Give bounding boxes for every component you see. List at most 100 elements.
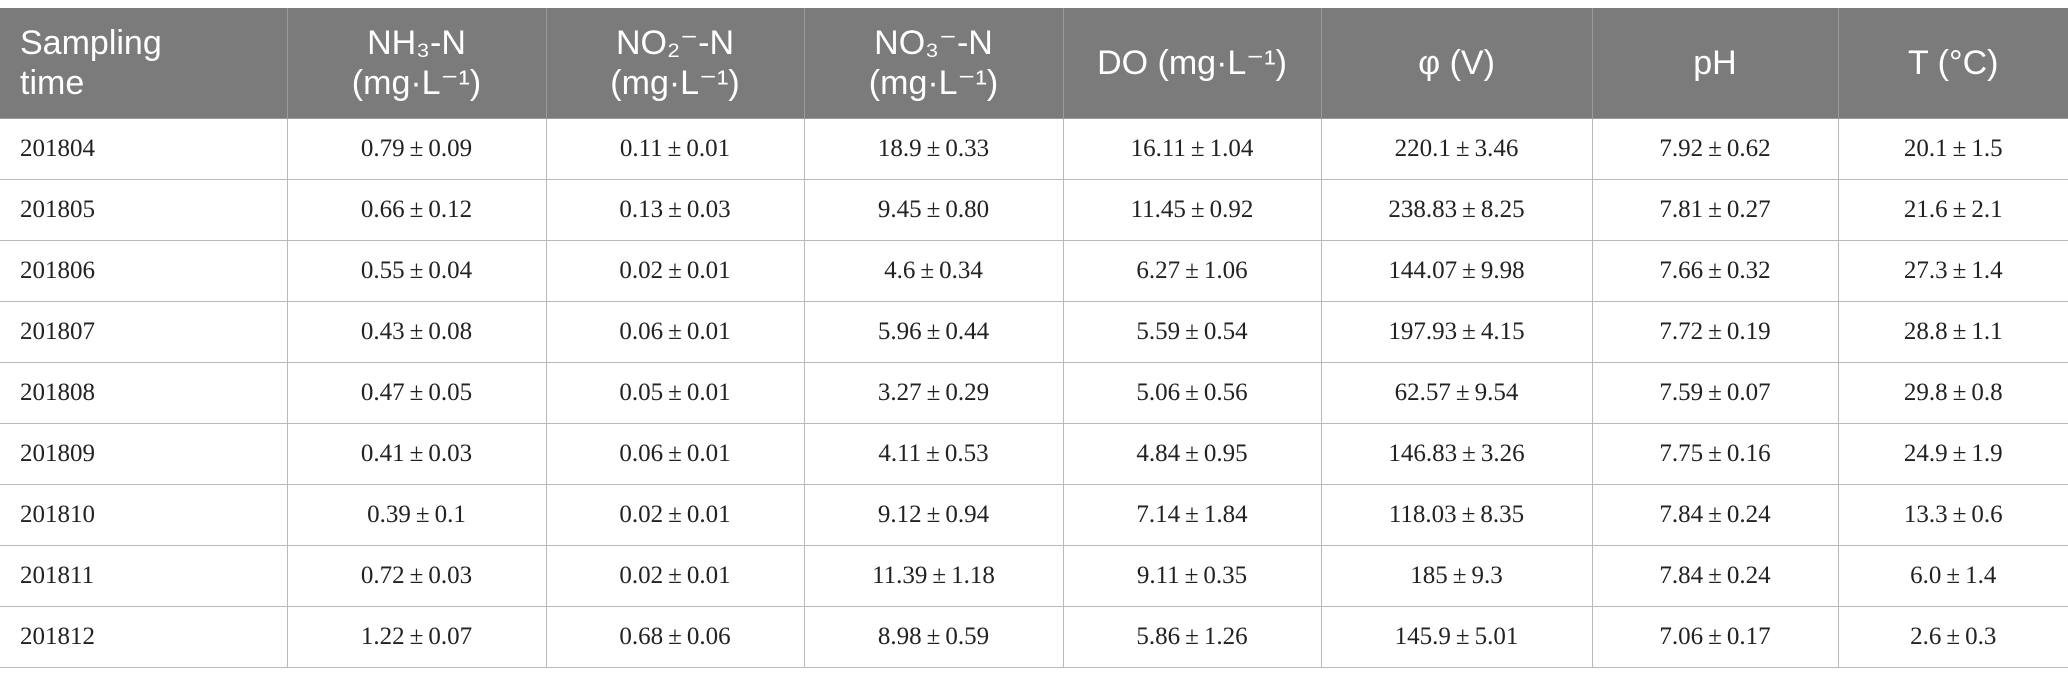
cell-phi: 197.93 ± 4.15: [1321, 301, 1593, 363]
header-line: pH: [1693, 44, 1737, 82]
cell-phi: 220.1 ± 3.46: [1321, 118, 1593, 180]
cell-no3-n: 3.27 ± 0.29: [804, 362, 1064, 424]
cell-sampling-time: 201812: [0, 606, 288, 668]
cell-do: 7.14 ± 1.84: [1063, 484, 1322, 546]
header-line: NO₃⁻-N: [874, 24, 993, 62]
cell-temperature: 20.1 ± 1.5: [1838, 118, 2068, 180]
cell-no3-n: 11.39 ± 1.18: [804, 545, 1064, 607]
cell-do: 5.86 ± 1.26: [1063, 606, 1322, 668]
cell-sampling-time: 201810: [0, 484, 288, 546]
cell-ph: 7.84 ± 0.24: [1592, 545, 1839, 607]
cell-ph: 7.59 ± 0.07: [1592, 362, 1839, 424]
cell-no3-n: 4.11 ± 0.53: [804, 423, 1064, 485]
table-row: 201808 0.47 ± 0.05 0.05 ± 0.01 3.27 ± 0.29 5…: [0, 362, 2068, 424]
cell-ph: 7.84 ± 0.24: [1592, 484, 1839, 546]
cell-nh3-n: 0.47 ± 0.05: [287, 362, 547, 424]
cell-phi: 118.03 ± 8.35: [1321, 484, 1593, 546]
cell-phi: 146.83 ± 3.26: [1321, 423, 1593, 485]
cell-no3-n: 9.12 ± 0.94: [804, 484, 1064, 546]
header-line: Sampling: [20, 24, 162, 62]
cell-no3-n: 4.6 ± 0.34: [804, 240, 1064, 302]
cell-do: 5.06 ± 0.56: [1063, 362, 1322, 424]
cell-nh3-n: 0.79 ± 0.09: [287, 118, 547, 180]
cell-nh3-n: 0.55 ± 0.04: [287, 240, 547, 302]
cell-phi: 62.57 ± 9.54: [1321, 362, 1593, 424]
cell-nh3-n: 0.41 ± 0.03: [287, 423, 547, 485]
cell-sampling-time: 201809: [0, 423, 288, 485]
cell-ph: 7.92 ± 0.62: [1592, 118, 1839, 180]
cell-do: 9.11 ± 0.35: [1063, 545, 1322, 607]
table-row: 201806 0.55 ± 0.04 0.02 ± 0.01 4.6 ± 0.34 6.…: [0, 240, 2068, 302]
cell-nh3-n: 0.66 ± 0.12: [287, 179, 547, 241]
cell-phi: 185 ± 9.3: [1321, 545, 1593, 607]
table-row: 201807 0.43 ± 0.08 0.06 ± 0.01 5.96 ± 0.44 5…: [0, 301, 2068, 363]
cell-nh3-n: 0.72 ± 0.03: [287, 545, 547, 607]
header-line: (mg·L⁻¹): [610, 64, 740, 102]
cell-do: 5.59 ± 0.54: [1063, 301, 1322, 363]
header-line: NH₃-N: [367, 24, 466, 62]
header-line: T (°C): [1908, 44, 1999, 82]
table-row: 201812 1.22 ± 0.07 0.68 ± 0.06 8.98 ± 0.59 5…: [0, 606, 2068, 668]
header-line: φ (V): [1418, 44, 1495, 82]
cell-no2-n: 0.13 ± 0.03: [546, 179, 805, 241]
cell-sampling-time: 201807: [0, 301, 288, 363]
header-row: Sampling time NH₃-N (mg·L⁻¹) NO₂⁻-N (mg·…: [0, 8, 2068, 119]
cell-phi: 144.07 ± 9.98: [1321, 240, 1593, 302]
cell-temperature: 13.3 ± 0.6: [1838, 484, 2068, 546]
cell-no2-n: 0.05 ± 0.01: [546, 362, 805, 424]
cell-no2-n: 0.11 ± 0.01: [546, 118, 805, 180]
cell-do: 11.45 ± 0.92: [1063, 179, 1322, 241]
cell-no3-n: 18.9 ± 0.33: [804, 118, 1064, 180]
table-container: Sampling time NH₃-N (mg·L⁻¹) NO₂⁻-N (mg·…: [0, 8, 2068, 668]
cell-no3-n: 5.96 ± 0.44: [804, 301, 1064, 363]
cell-temperature: 29.8 ± 0.8: [1838, 362, 2068, 424]
cell-sampling-time: 201811: [0, 545, 288, 607]
cell-temperature: 28.8 ± 1.1: [1838, 301, 2068, 363]
cell-do: 4.84 ± 0.95: [1063, 423, 1322, 485]
header-no3-n: NO₃⁻-N (mg·L⁻¹): [804, 8, 1064, 119]
cell-no2-n: 0.06 ± 0.01: [546, 423, 805, 485]
cell-temperature: 27.3 ± 1.4: [1838, 240, 2068, 302]
header-line: (mg·L⁻¹): [868, 64, 999, 102]
table-body: 201804 0.79 ± 0.09 0.11 ± 0.01 18.9 ± 0.33 1…: [0, 118, 2068, 668]
table-row: 201810 0.39 ± 0.1 0.02 ± 0.01 9.12 ± 0.94 7.…: [0, 484, 2068, 546]
cell-sampling-time: 201806: [0, 240, 288, 302]
cell-no2-n: 0.06 ± 0.01: [546, 301, 805, 363]
cell-ph: 7.06 ± 0.17: [1592, 606, 1839, 668]
header-line: NO₂⁻-N: [615, 24, 735, 62]
cell-phi: 238.83 ± 8.25: [1321, 179, 1593, 241]
cell-temperature: 2.6 ± 0.3: [1838, 606, 2068, 668]
header-ph: pH: [1592, 8, 1839, 119]
header-phi: φ (V): [1321, 8, 1593, 119]
header-no2-n: NO₂⁻-N (mg·L⁻¹): [546, 8, 805, 119]
cell-do: 6.27 ± 1.06: [1063, 240, 1322, 302]
cell-do: 16.11 ± 1.04: [1063, 118, 1322, 180]
cell-no2-n: 0.02 ± 0.01: [546, 484, 805, 546]
cell-sampling-time: 201804: [0, 118, 288, 180]
cell-no3-n: 9.45 ± 0.80: [804, 179, 1064, 241]
cell-ph: 7.81 ± 0.27: [1592, 179, 1839, 241]
header-line: time: [20, 64, 85, 102]
cell-nh3-n: 0.43 ± 0.08: [287, 301, 547, 363]
header-temperature: T (°C): [1838, 8, 2068, 119]
cell-temperature: 6.0 ± 1.4: [1838, 545, 2068, 607]
water-quality-table: Sampling time NH₃-N (mg·L⁻¹) NO₂⁻-N (mg·…: [0, 8, 2068, 668]
table-row: 201809 0.41 ± 0.03 0.06 ± 0.01 4.11 ± 0.53 4…: [0, 423, 2068, 485]
cell-temperature: 24.9 ± 1.9: [1838, 423, 2068, 485]
header-do: DO (mg·L⁻¹): [1063, 8, 1322, 119]
cell-no3-n: 8.98 ± 0.59: [804, 606, 1064, 668]
cell-no2-n: 0.02 ± 0.01: [546, 545, 805, 607]
cell-temperature: 21.6 ± 2.1: [1838, 179, 2068, 241]
cell-nh3-n: 0.39 ± 0.1: [287, 484, 547, 546]
cell-no2-n: 0.68 ± 0.06: [546, 606, 805, 668]
table-row: 201811 0.72 ± 0.03 0.02 ± 0.01 11.39 ± 1.18…: [0, 545, 2068, 607]
header-line: (mg·L⁻¹): [351, 64, 482, 102]
cell-no2-n: 0.02 ± 0.01: [546, 240, 805, 302]
header-nh3-n: NH₃-N (mg·L⁻¹): [287, 8, 547, 119]
cell-ph: 7.75 ± 0.16: [1592, 423, 1839, 485]
table-row: 201805 0.66 ± 0.12 0.13 ± 0.03 9.45 ± 0.80 1…: [0, 179, 2068, 241]
cell-ph: 7.66 ± 0.32: [1592, 240, 1839, 302]
cell-sampling-time: 201805: [0, 179, 288, 241]
header-line: DO (mg·L⁻¹): [1097, 44, 1287, 82]
cell-ph: 7.72 ± 0.19: [1592, 301, 1839, 363]
